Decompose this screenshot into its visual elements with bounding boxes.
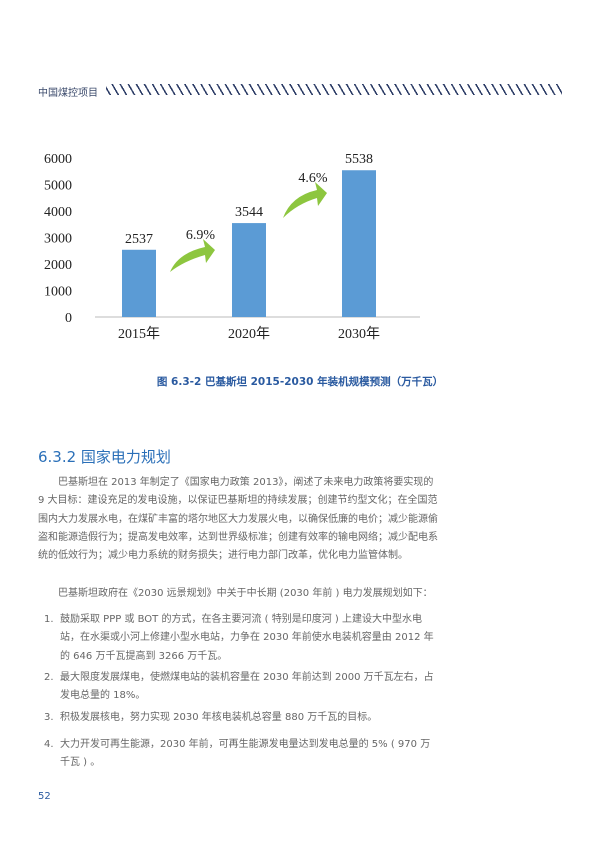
y-tick-label: 4000: [44, 205, 72, 220]
y-tick-label: 3000: [44, 232, 72, 247]
section-heading: 6.3.2 国家电力规划: [38, 448, 171, 466]
figure-caption: 图 6.3-2 巴基斯坦 2015-2030 年装机规模预测（万千瓦）: [156, 376, 444, 388]
list-number: 3.: [44, 712, 54, 723]
list-item: 4. 大力开发可再生能源，2030 年前，可再生能源发电量达到发电总量的 5% (…: [44, 736, 438, 773]
list-number: 1.: [44, 614, 54, 625]
running-header: 中国煤控项目: [38, 88, 98, 99]
list-text: 最大限度发展煤电，使燃煤电站的装机容量在 2030 年前达到 2000 万千瓦左…: [60, 672, 434, 702]
list-item: 1. 鼓励采取 PPP 或 BOT 的方式，在各主要河流 ( 特别是印度河 ) 上…: [44, 611, 438, 666]
list-item: 2. 最大限度发展煤电，使燃煤电站的装机容量在 2030 年前达到 2000 万千…: [44, 669, 438, 706]
growth-label: 4.6%: [298, 171, 328, 186]
bar: [232, 223, 266, 317]
bar: [342, 170, 376, 317]
y-tick-label: 6000: [44, 152, 72, 167]
list-text: 积极发展核电，努力实现 2030 年核电装机总容量 880 万千瓦的目标。: [60, 712, 378, 723]
list-text: 鼓励采取 PPP 或 BOT 的方式，在各主要河流 ( 特别是印度河 ) 上建设…: [60, 614, 434, 662]
data-label: 5538: [345, 152, 373, 167]
y-tick-label: 2000: [44, 258, 72, 273]
bar-chart: 0 1000 2000 3000 4000 5000 6000 2537 2015年 3544 20…: [44, 152, 420, 342]
growth-arrow-icon: [283, 182, 327, 218]
paragraph: 巴基斯坦在 2013 年制定了《国家电力政策 2013》，阐述了未来电力政策将要…: [38, 477, 438, 562]
y-tick-label: 1000: [44, 285, 72, 300]
list-text: 大力开发可再生能源，2030 年前，可再生能源发电量达到发电总量的 5% ( 9…: [60, 739, 431, 769]
header-hatch-decoration: [106, 84, 562, 95]
growth-arrow-icon: [170, 239, 215, 272]
bar: [122, 249, 156, 317]
page-number: 52: [38, 791, 51, 802]
x-tick-label: 2020年: [228, 326, 270, 342]
x-tick-label: 2030年: [338, 326, 380, 342]
growth-label: 6.9%: [186, 228, 216, 243]
paragraph: 巴基斯坦政府在《2030 远景规划》中关于中长期 (2030 年前 ) 电力发展…: [38, 588, 433, 599]
list-number: 2.: [44, 672, 54, 683]
list-number: 4.: [44, 739, 54, 750]
list-item: 3. 积极发展核电，努力实现 2030 年核电装机总容量 880 万千瓦的目标。: [44, 709, 438, 727]
y-tick-label: 5000: [44, 179, 72, 194]
data-label: 3544: [235, 205, 263, 220]
y-tick-label: 0: [65, 311, 72, 326]
data-label: 2537: [125, 232, 153, 247]
x-tick-label: 2015年: [118, 326, 160, 342]
